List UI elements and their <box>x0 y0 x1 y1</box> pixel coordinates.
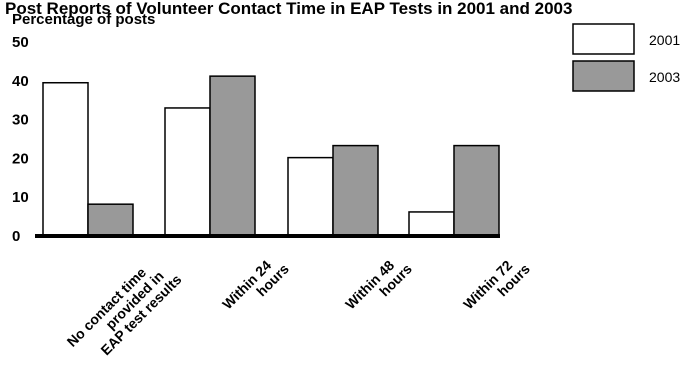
bar-2003-1 <box>209 75 256 237</box>
bar-2003-3 <box>453 144 500 237</box>
legend-swatch-2003 <box>572 60 635 92</box>
y-axis-label: Percentage of posts <box>12 11 155 28</box>
y-axis-ticks: 0 10 20 30 40 50 <box>12 34 29 245</box>
legend-label-2001: 2001 <box>649 32 680 48</box>
y-tick-label: 40 <box>12 73 29 90</box>
y-tick-label: 30 <box>12 112 29 129</box>
bar-2003-0 <box>87 203 134 237</box>
y-tick-label: 20 <box>12 150 29 167</box>
legend-label-2003: 2003 <box>649 69 680 85</box>
bar-2001-2 <box>287 156 334 237</box>
y-tick-label: 0 <box>12 228 20 245</box>
y-tick-label: 50 <box>12 34 29 51</box>
y-tick-label: 10 <box>12 189 29 206</box>
bars <box>42 75 500 237</box>
bar-2001-3 <box>408 211 455 237</box>
bar-2003-2 <box>332 144 379 237</box>
legend: 2001 2003 <box>572 23 680 92</box>
bar-2001-0 <box>42 81 89 237</box>
bar-2001-1 <box>164 107 211 237</box>
legend-swatch-2001 <box>572 23 635 55</box>
chart-title: Post Reports of Volunteer Contact Time i… <box>5 0 572 18</box>
